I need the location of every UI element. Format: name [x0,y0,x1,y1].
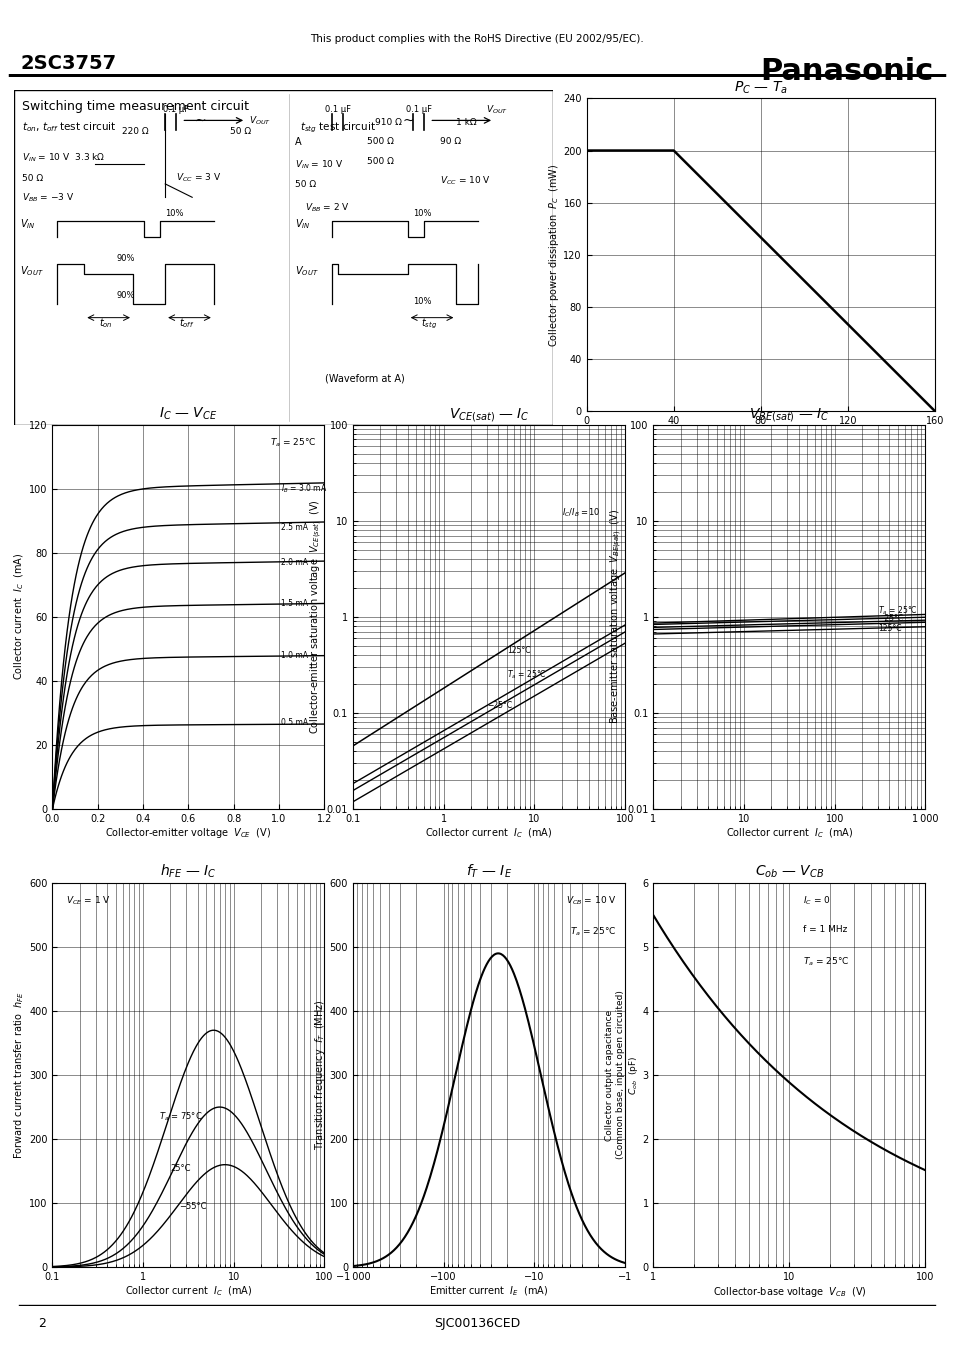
Y-axis label: Collector power dissipation  $P_C$  (mW): Collector power dissipation $P_C$ (mW) [546,163,560,346]
X-axis label: Emitter current  $I_E$  (mA): Emitter current $I_E$ (mA) [429,1285,548,1298]
Text: 25°C: 25°C [171,1165,191,1173]
Text: $I_C / I_B = 10$: $I_C / I_B = 10$ [561,507,599,519]
Text: 0.5 mA: 0.5 mA [281,718,308,727]
Text: 125°C: 125°C [877,624,901,634]
Text: 2.5 mA: 2.5 mA [281,523,308,531]
X-axis label: Ambient temperature  $T_a$  (°C): Ambient temperature $T_a$ (°C) [685,429,835,442]
Text: 0.1 µF: 0.1 µF [163,105,189,115]
X-axis label: Collector current  $I_C$  (mA): Collector current $I_C$ (mA) [125,1285,252,1298]
Text: 2.0 mA: 2.0 mA [281,558,308,566]
Text: ~: ~ [402,113,414,128]
Text: $I_B$ = 3.0 mA: $I_B$ = 3.0 mA [281,483,328,495]
Y-axis label: Collector output capacitance
(Common base, input open circuited)
$C_{ob}$  (pF): Collector output capacitance (Common bas… [605,991,639,1159]
Text: $t_{stg}$ test circuit: $t_{stg}$ test circuit [299,120,375,135]
Text: Panasonic: Panasonic [759,57,932,86]
Text: 1.5 mA: 1.5 mA [281,600,308,608]
Text: 500 Ω: 500 Ω [367,156,394,166]
Title: $h_{FE}$ — $I_C$: $h_{FE}$ — $I_C$ [160,863,216,880]
Text: 10%: 10% [413,298,431,306]
X-axis label: Collector current  $I_C$  (mA): Collector current $I_C$ (mA) [725,826,852,840]
Text: $V_{CC}$ = 10 V: $V_{CC}$ = 10 V [439,175,491,187]
Text: $T_a$ = 25°C: $T_a$ = 25°C [802,956,849,968]
Text: $T_a$ = 25°C: $T_a$ = 25°C [877,605,917,617]
Text: 90%: 90% [116,291,135,299]
Text: $t_{on}$, $t_{off}$ test circuit: $t_{on}$, $t_{off}$ test circuit [22,120,116,135]
Text: $V_{BB}$ = −3 V: $V_{BB}$ = −3 V [22,191,75,204]
Text: $V_{CB}$ = 10 V: $V_{CB}$ = 10 V [565,895,616,907]
Text: 0.1 µF: 0.1 µF [405,105,431,115]
Text: −55°C: −55°C [179,1202,207,1212]
Text: 50 Ω: 50 Ω [22,174,44,182]
Text: $V_{IN}$ = 10 V: $V_{IN}$ = 10 V [294,158,343,171]
Text: 10%: 10% [165,209,184,217]
Text: $V_{OUT}$: $V_{OUT}$ [20,264,43,278]
Y-axis label: Transition frequency  $f_T$  (MHz): Transition frequency $f_T$ (MHz) [313,1000,327,1150]
Text: 500 Ω: 500 Ω [367,136,394,146]
Title: $I_C$ — $V_{CE}$: $I_C$ — $V_{CE}$ [159,406,217,422]
Y-axis label: Collector-emitter saturation voltage  $V_{CE(sat)}$  (V): Collector-emitter saturation voltage $V_… [308,499,324,735]
Text: 910 Ω: 910 Ω [375,119,402,128]
X-axis label: Collector current  $I_C$  (mA): Collector current $I_C$ (mA) [425,826,552,840]
Text: $t_{off}$: $t_{off}$ [179,315,194,330]
Text: 50 Ω: 50 Ω [230,127,251,136]
Text: $I_C$ = 0: $I_C$ = 0 [802,895,830,907]
Text: 90%: 90% [116,253,135,263]
Text: 2SC3757: 2SC3757 [21,54,117,73]
Y-axis label: Base-emitter saturation voltage  $V_{BE(sat)}$  (V): Base-emitter saturation voltage $V_{BE(s… [608,510,624,724]
Text: A: A [294,137,301,147]
Text: $V_{IN}$ = 10 V  3.3 kΩ: $V_{IN}$ = 10 V 3.3 kΩ [22,151,106,164]
Text: $t_{stg}$: $t_{stg}$ [421,317,436,330]
Text: $T_a$ = 25°C: $T_a$ = 25°C [270,437,315,449]
Title: $P_C$ — $T_a$: $P_C$ — $T_a$ [733,80,787,96]
Text: Switching time measurement circuit: Switching time measurement circuit [22,100,249,113]
Text: $V_{CE}$ = 1 V: $V_{CE}$ = 1 V [66,895,111,907]
Y-axis label: Forward current transfer ratio  $h_{FE}$: Forward current transfer ratio $h_{FE}$ [12,991,27,1159]
Text: f = 1 MHz: f = 1 MHz [802,925,846,934]
Text: This product complies with the RoHS Directive (EU 2002/95/EC).: This product complies with the RoHS Dire… [310,34,643,43]
Text: 1.0 mA: 1.0 mA [281,651,308,659]
Text: $V_{OUT}$: $V_{OUT}$ [485,102,507,116]
Y-axis label: Collector current  $I_C$  (mA): Collector current $I_C$ (mA) [12,553,27,681]
Title: $V_{BE(sat)}$ — $I_C$: $V_{BE(sat)}$ — $I_C$ [748,406,829,423]
Text: (Waveform at A): (Waveform at A) [324,373,404,383]
Title: $C_{ob}$ — $V_{CB}$: $C_{ob}$ — $V_{CB}$ [754,864,823,880]
Text: $T_a$ = 75°C: $T_a$ = 75°C [159,1111,202,1123]
X-axis label: Collector-base voltage  $V_{CB}$  (V): Collector-base voltage $V_{CB}$ (V) [712,1285,865,1298]
Text: $V_{CC}$ = 3 V: $V_{CC}$ = 3 V [176,171,221,185]
Text: $t_{on}$: $t_{on}$ [99,315,112,330]
Text: 220 Ω: 220 Ω [122,127,149,136]
Title: $V_{CE(sat)}$ — $I_C$: $V_{CE(sat)}$ — $I_C$ [448,406,529,423]
X-axis label: Collector-emitter voltage  $V_{CE}$  (V): Collector-emitter voltage $V_{CE}$ (V) [105,826,272,840]
Text: −25°C: −25°C [486,701,512,709]
Text: 0.1 µF: 0.1 µF [324,105,351,115]
Text: $T_a$ = 25°C: $T_a$ = 25°C [506,669,546,681]
Text: $T_a$ = 25°C: $T_a$ = 25°C [570,925,616,938]
Text: $V_{OUT}$: $V_{OUT}$ [249,115,271,127]
Text: 125°C: 125°C [506,646,530,655]
Text: 90 Ω: 90 Ω [439,136,460,146]
Text: $V_{OUT}$: $V_{OUT}$ [294,264,318,278]
Text: 1 kΩ: 1 kΩ [456,119,476,128]
Text: 2: 2 [38,1317,46,1330]
Text: SJC00136CED: SJC00136CED [434,1317,519,1330]
Text: ~: ~ [194,113,206,128]
Title: $f_T$ — $I_E$: $f_T$ — $I_E$ [465,863,512,880]
Text: $V_{IN}$: $V_{IN}$ [294,217,310,231]
Text: $V_{IN}$: $V_{IN}$ [20,217,35,231]
Text: 50 Ω: 50 Ω [294,181,315,189]
Text: $V_{BB}$ = 2 V: $V_{BB}$ = 2 V [305,202,350,214]
Text: 10%: 10% [413,209,431,217]
Text: −25°C: −25°C [877,613,902,623]
